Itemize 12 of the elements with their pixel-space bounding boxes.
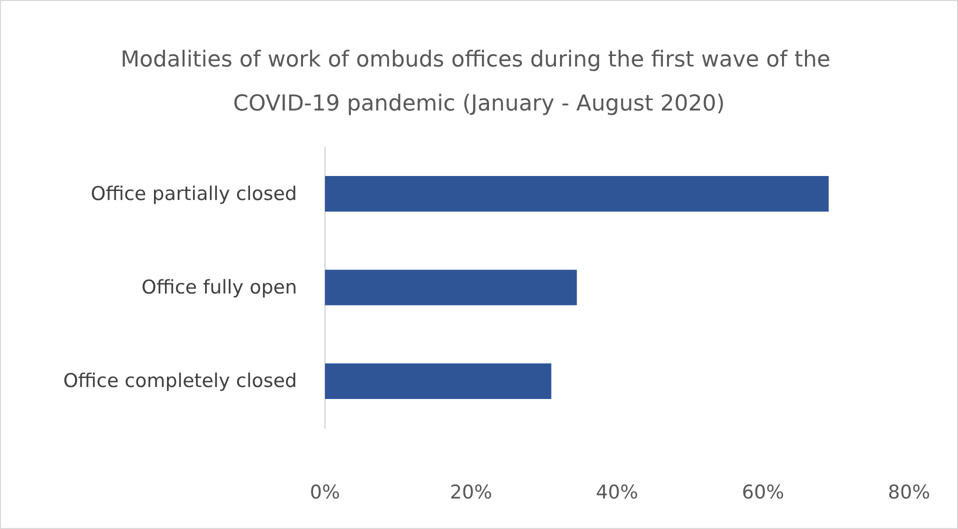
x-tick-label: 80% [888, 482, 930, 504]
y-tick-label: Office fully open [142, 276, 297, 298]
y-tick-label: Office completely closed [63, 370, 297, 392]
x-tick-label: 40% [596, 482, 638, 504]
bar [325, 363, 552, 399]
bar [325, 176, 829, 212]
y-tick-label: Office partially closed [90, 182, 297, 205]
x-tick-label: 60% [742, 482, 784, 504]
chart-title: Modalities of work of ombuds offices during the first wave of the COVID-19 pandemic (January - August 2020) [120, 48, 838, 116]
bar [325, 270, 577, 306]
x-tick-label: 20% [450, 482, 492, 504]
x-tick-label: 0% [310, 482, 340, 504]
